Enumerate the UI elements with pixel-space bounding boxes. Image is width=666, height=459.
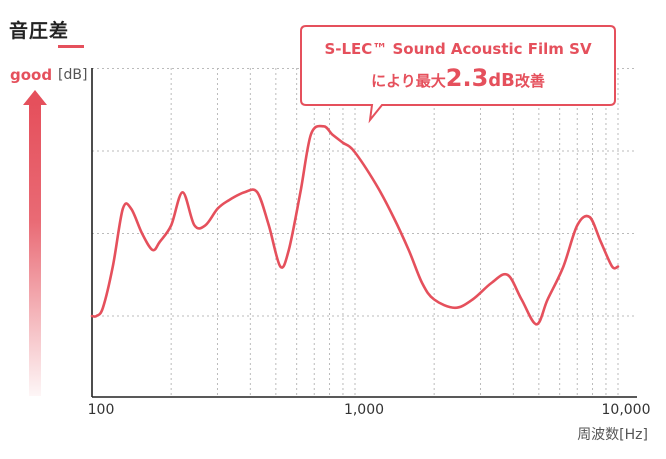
x-axis-label: 周波数[Hz] bbox=[577, 427, 648, 443]
callout-text-line2: により最大2.3dB改善 bbox=[300, 64, 616, 92]
plot-grid bbox=[92, 68, 637, 397]
callout-suffix: 改善 bbox=[514, 72, 545, 90]
callout-prefix: により最大 bbox=[371, 72, 446, 90]
callout-value: 2.3 bbox=[445, 64, 489, 92]
y-axis-label: good bbox=[10, 66, 53, 84]
x-tick-label: 10,000 bbox=[601, 402, 651, 418]
x-tick-label: 1,000 bbox=[343, 402, 385, 418]
series-line bbox=[90, 124, 620, 326]
callout-unit: dB bbox=[488, 70, 515, 91]
good-arrow-icon bbox=[23, 90, 47, 396]
callout-box bbox=[300, 25, 616, 124]
x-tick-label: 100 bbox=[87, 402, 115, 418]
callout-text-line1: S-LEC™ Sound Acoustic Film SV bbox=[324, 40, 592, 58]
title-underline bbox=[58, 45, 84, 48]
chart-title: 音圧差 bbox=[9, 20, 70, 42]
y-axis-unit: [dB] bbox=[58, 67, 88, 83]
